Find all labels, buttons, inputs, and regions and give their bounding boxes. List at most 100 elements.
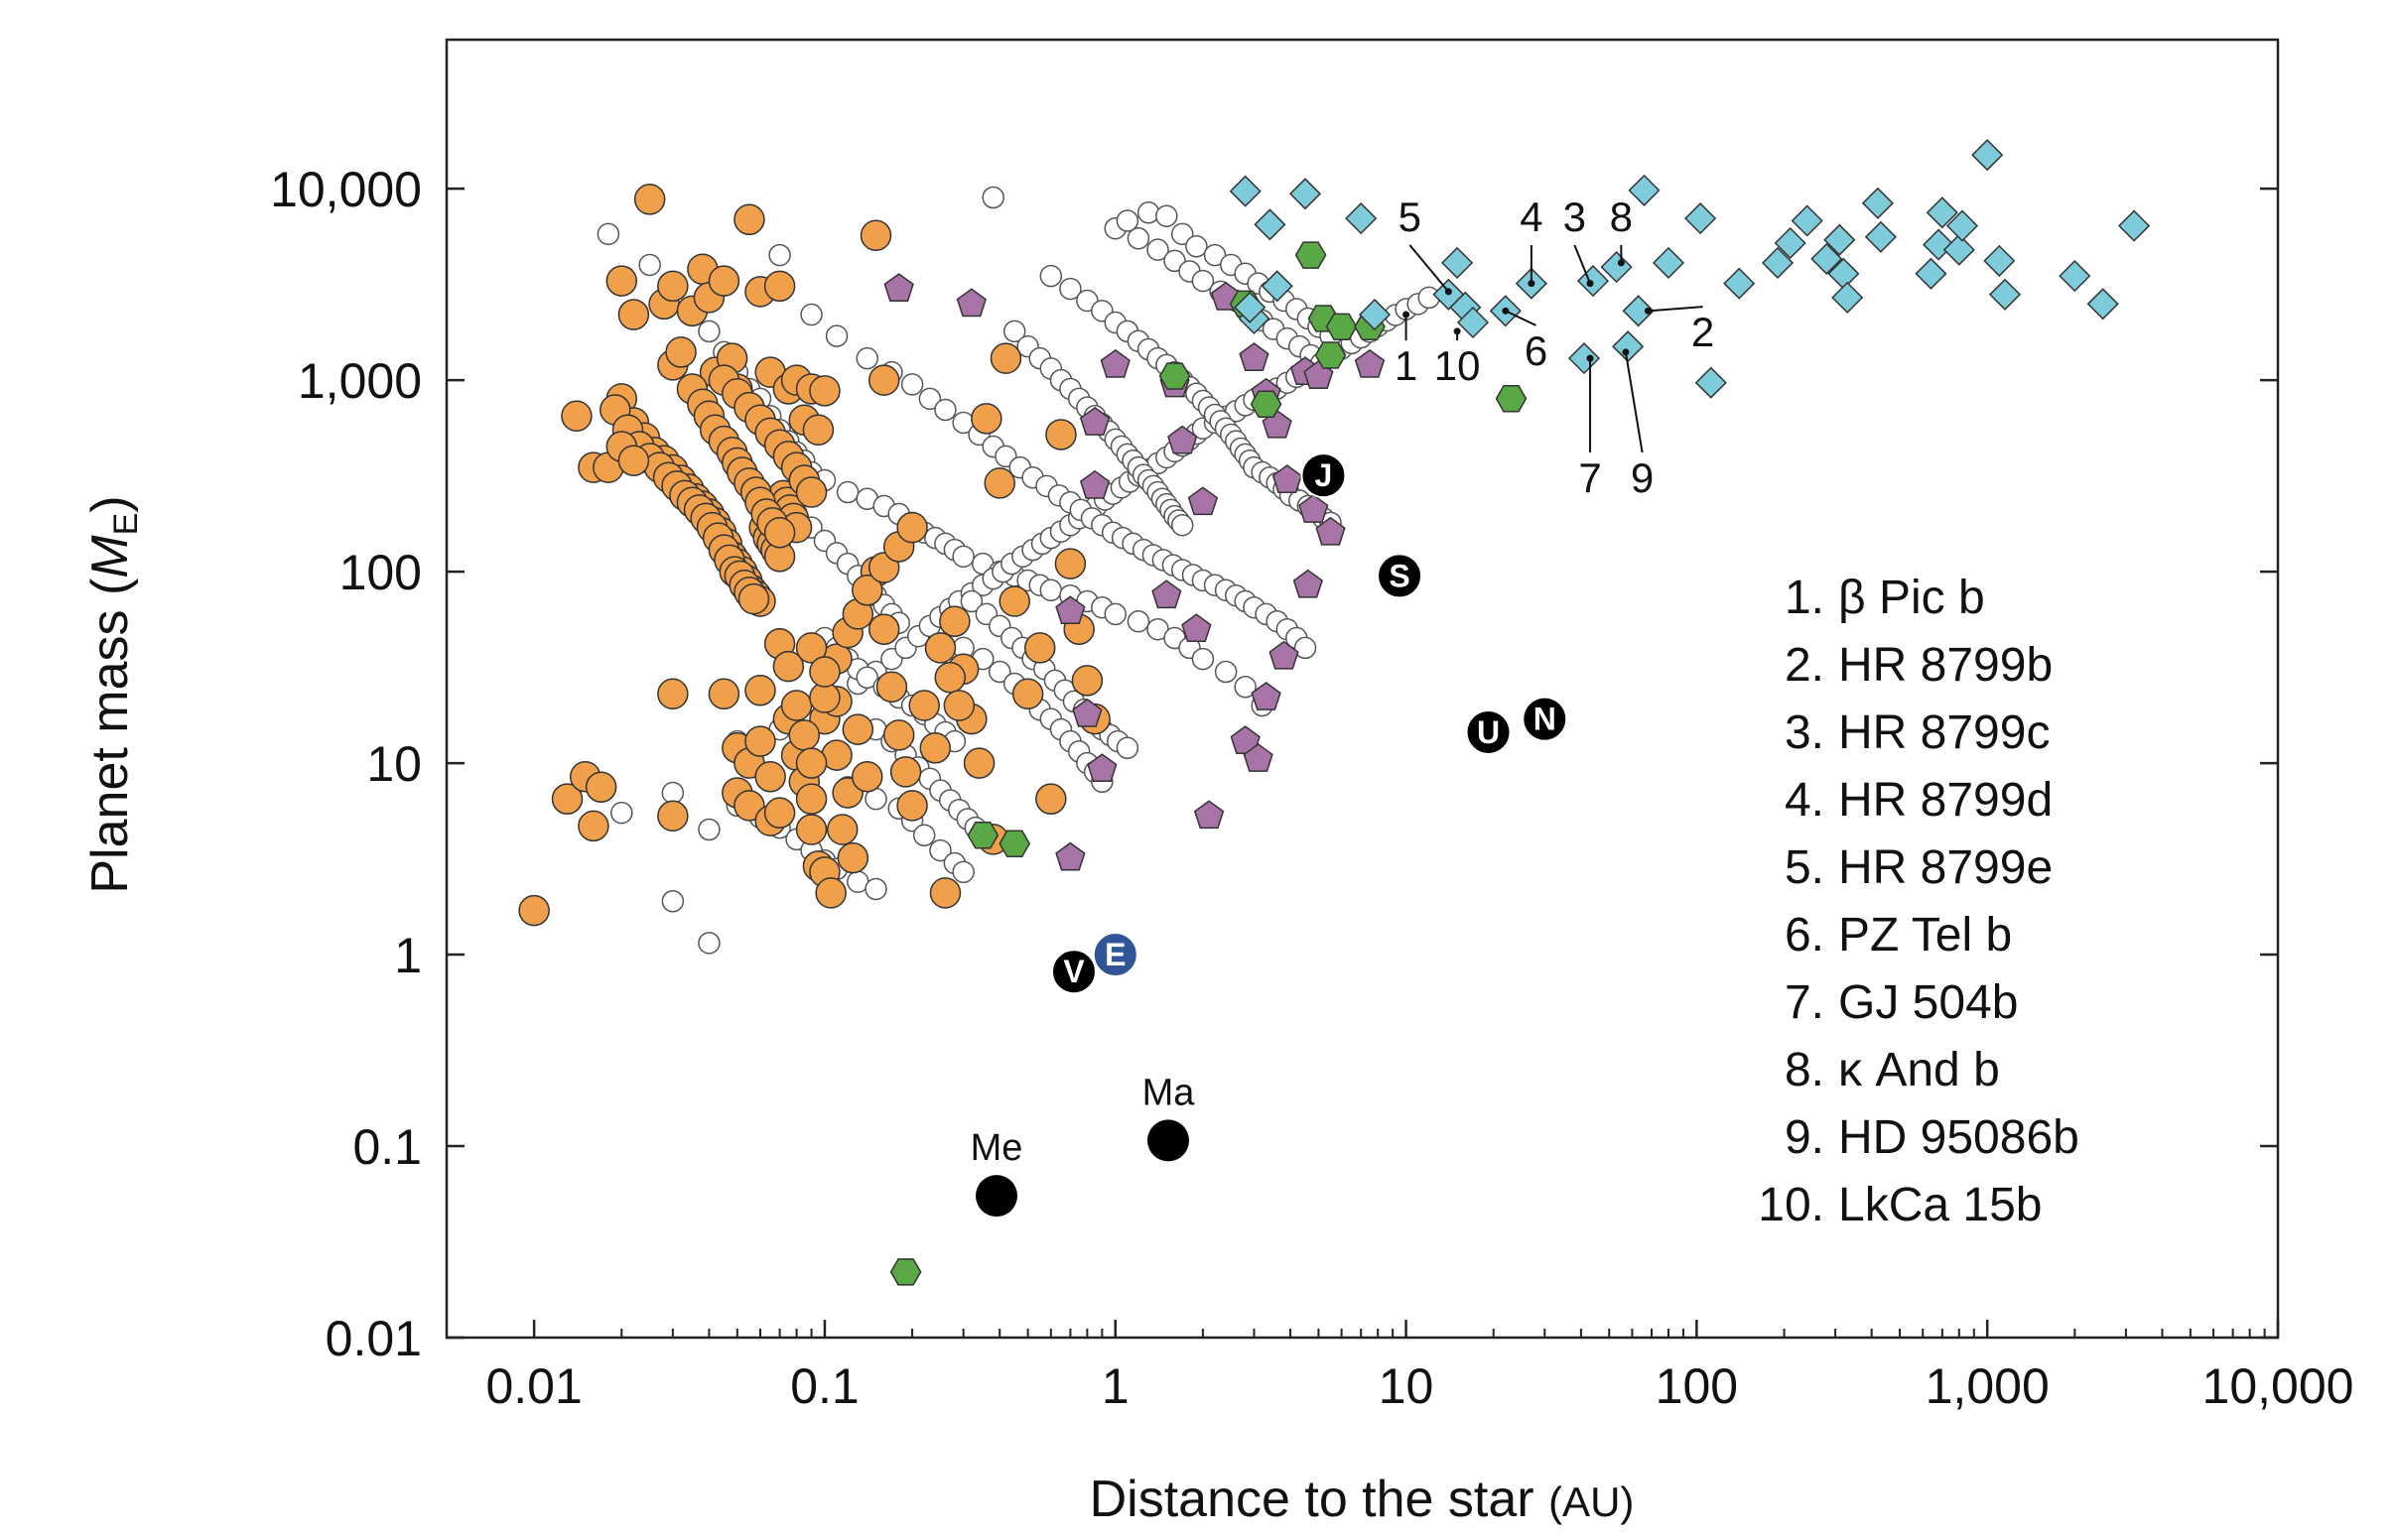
orange-circle-point bbox=[908, 690, 940, 721]
annotation-label: 6 bbox=[1525, 327, 1547, 374]
y-tick-label: 100 bbox=[339, 545, 422, 600]
purple-pentagon-point bbox=[1193, 800, 1225, 830]
orange-circle-point bbox=[999, 585, 1030, 617]
orange-circle-point bbox=[802, 414, 835, 446]
open-circle-point bbox=[1127, 227, 1150, 250]
open-circle-point bbox=[1170, 222, 1194, 246]
orange-circle-point bbox=[754, 760, 786, 793]
annotation-label: 3 bbox=[1563, 193, 1586, 240]
purple-pentagon-point bbox=[1079, 469, 1111, 499]
legend-entry-name: HR 8799c bbox=[1838, 706, 2050, 759]
cyan-diamond-point bbox=[1576, 265, 1610, 298]
open-circle-point bbox=[1191, 269, 1215, 293]
orange-circle-point bbox=[934, 662, 967, 694]
orange-circle-point bbox=[665, 336, 697, 368]
annotation-leader bbox=[1624, 351, 1644, 453]
green-hexagon-point bbox=[1314, 341, 1347, 369]
legend: 1. β Pic b 2. HR 8799b 3. HR 8799c 4. HR 8799d 5… bbox=[1758, 572, 2079, 1231]
annotation-dot bbox=[1444, 288, 1452, 296]
open-circle-point bbox=[1185, 235, 1208, 258]
open-circle-point bbox=[825, 324, 849, 347]
orange-circle-point bbox=[1071, 665, 1104, 697]
annotation-leader bbox=[1505, 310, 1536, 326]
purple-pentagon-point bbox=[1315, 516, 1346, 546]
open-circle-point bbox=[1127, 609, 1150, 633]
open-circle-point bbox=[912, 824, 936, 847]
cyan-diamond-point bbox=[1441, 246, 1474, 279]
cyan-diamond-point bbox=[1622, 295, 1655, 327]
orange-circle-point bbox=[561, 400, 593, 432]
x-tick-label: 1 bbox=[1102, 1358, 1130, 1414]
orange-circle-point bbox=[896, 790, 928, 822]
legend-entry-number: 8. bbox=[1785, 1044, 1824, 1096]
y-tick-label: 1 bbox=[394, 928, 422, 983]
solar-planet-label: Ma bbox=[1142, 1072, 1196, 1113]
y-tick-label: 0.01 bbox=[326, 1311, 422, 1366]
orange-circle-point bbox=[795, 632, 828, 664]
solar-planet-marker bbox=[1300, 452, 1347, 499]
cyan-diamond-point bbox=[1261, 270, 1293, 303]
open-circle-point bbox=[960, 589, 984, 613]
cyan-diamond-point bbox=[1861, 187, 1894, 219]
orange-circle-point bbox=[875, 671, 908, 704]
purple-pentagon-point bbox=[956, 288, 987, 318]
open-circle-point bbox=[1293, 636, 1317, 660]
purple-pentagon-point bbox=[1100, 348, 1131, 378]
orange-circle-point bbox=[551, 783, 584, 815]
purple-pentagon-point bbox=[1072, 698, 1103, 727]
annotation-label: 9 bbox=[1631, 454, 1654, 501]
annotation-leader bbox=[1648, 306, 1703, 313]
cyan-diamond-point bbox=[1791, 204, 1823, 237]
orange-circle-point bbox=[1045, 419, 1077, 450]
orange-circle-point bbox=[1035, 783, 1067, 815]
axis-ticks: 0.01 0.1 1 10 100 1,000 10,000 0.01 0.1 1 10 100 1,0… bbox=[270, 162, 2353, 1414]
annotation-dot bbox=[1617, 259, 1625, 267]
purple-pentagon-point bbox=[1055, 595, 1086, 625]
cyan-diamond-point bbox=[1774, 226, 1806, 260]
open-circle-point bbox=[856, 666, 878, 690]
cyan-diamond-point bbox=[1983, 244, 2016, 277]
y-axis-subscript: E bbox=[107, 513, 145, 536]
green-hexagon-point bbox=[999, 830, 1031, 857]
legend-entry-name: β Pic b bbox=[1838, 572, 1985, 624]
open-circle-point bbox=[865, 877, 887, 901]
orange-circle-point bbox=[809, 656, 841, 688]
annotation-label: 4 bbox=[1520, 193, 1542, 240]
orange-circle-point bbox=[971, 403, 1002, 435]
orange-circle-point bbox=[795, 783, 828, 815]
purple-pentagon-point bbox=[1239, 342, 1269, 372]
annotation-dot bbox=[1622, 348, 1630, 356]
open-circle-point bbox=[610, 801, 633, 825]
x-tick-label: 10,000 bbox=[2202, 1358, 2354, 1414]
purple-pentagon-point bbox=[1251, 682, 1281, 710]
orange-circle-point bbox=[617, 445, 650, 476]
green-hexagon-point bbox=[1495, 385, 1528, 413]
cyan-diamond-series bbox=[1229, 139, 2151, 399]
legend-entry-number: 4. bbox=[1785, 774, 1824, 827]
cyan-diamond-point bbox=[2086, 288, 2119, 321]
cyan-diamond-point bbox=[1915, 257, 1947, 290]
cyan-diamond-point bbox=[1345, 202, 1378, 235]
orange-circle-point bbox=[929, 877, 962, 909]
open-circle-point bbox=[800, 303, 823, 326]
cyan-diamond-point bbox=[1723, 267, 1756, 300]
legend-entry-number: 3. bbox=[1785, 706, 1824, 759]
orange-circle-point bbox=[924, 632, 957, 664]
cyan-diamond-point bbox=[1926, 196, 1958, 229]
orange-circle-point bbox=[943, 690, 976, 721]
x-tick-label: 0.1 bbox=[790, 1358, 860, 1414]
y-tick-label: 10 bbox=[366, 736, 422, 792]
purple-pentagon-point bbox=[1055, 841, 1086, 871]
annotation-label: 5 bbox=[1399, 193, 1421, 240]
open-circle-point bbox=[1116, 209, 1139, 232]
open-circle-point bbox=[1234, 676, 1257, 699]
y-tick-label: 10,000 bbox=[270, 162, 422, 217]
orange-circle-point bbox=[708, 678, 740, 710]
green-hexagon-point bbox=[1294, 241, 1327, 269]
open-circle-point bbox=[952, 545, 975, 569]
solar-system-planets: Me Ma V E J S U N bbox=[971, 452, 1568, 1218]
orange-circle-point bbox=[744, 725, 776, 757]
x-axis-unit: (AU) bbox=[1548, 1478, 1634, 1525]
orange-circle-point bbox=[733, 203, 765, 236]
